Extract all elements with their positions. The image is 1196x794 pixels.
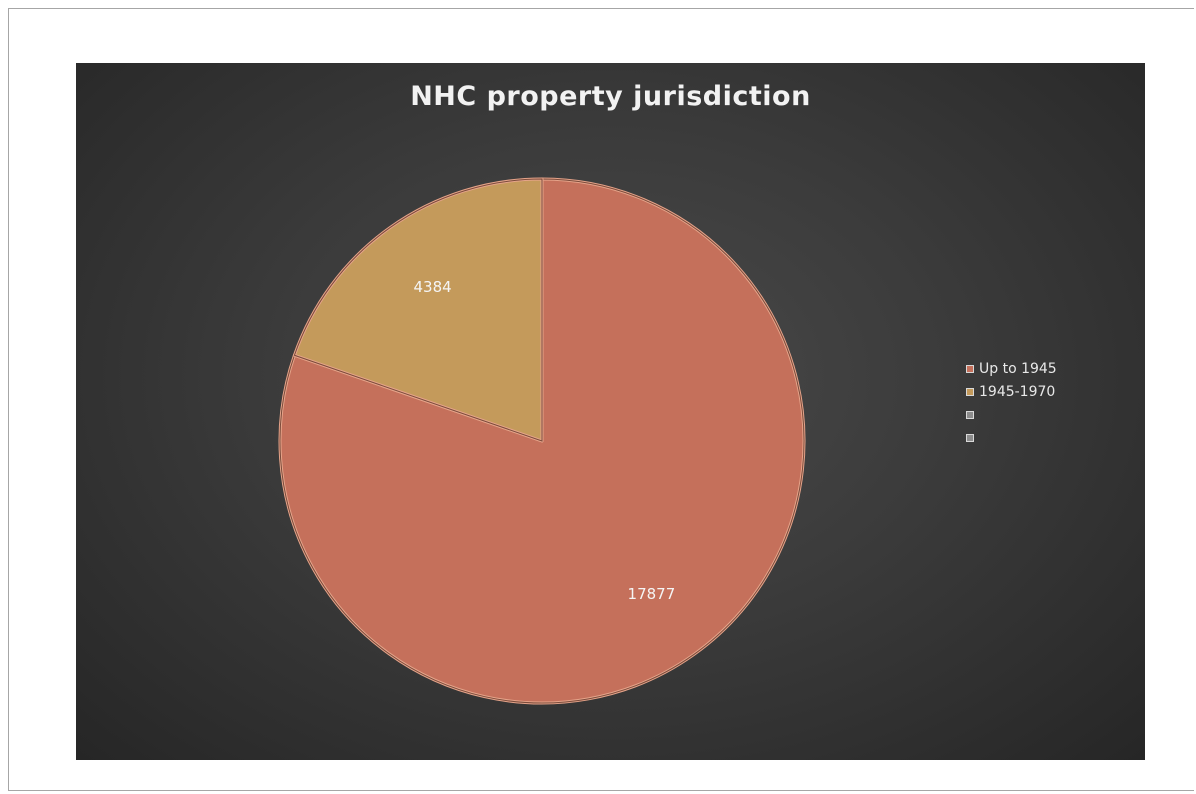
legend-swatch-3: [966, 410, 974, 419]
legend-swatch-4: [966, 433, 974, 442]
pie-chart: 17877 4384: [278, 177, 806, 705]
pie-slice-outline-2: [293, 178, 543, 442]
legend-item-1: Up to 1945: [966, 357, 1057, 380]
chart-title: NHC property jurisdiction: [410, 81, 811, 112]
legend-label-1: Up to 1945: [979, 360, 1057, 377]
legend-swatch-2: [966, 387, 974, 396]
legend-label-2: 1945-1970: [979, 383, 1056, 400]
data-label-2: 4384: [414, 278, 452, 296]
legend-swatch-1: [966, 364, 974, 373]
pie-slice-outline-1: [279, 178, 805, 704]
legend: Up to 1945 1945-1970: [966, 357, 1057, 449]
legend-item-4: [966, 426, 1057, 449]
chart-area: NHC property jurisdiction 17877 4384 Up t…: [76, 63, 1145, 760]
legend-item-3: [966, 403, 1057, 426]
page-frame: NHC property jurisdiction 17877 4384 Up t…: [8, 8, 1194, 791]
legend-item-2: 1945-1970: [966, 380, 1057, 403]
data-label-1: 17877: [628, 585, 676, 603]
